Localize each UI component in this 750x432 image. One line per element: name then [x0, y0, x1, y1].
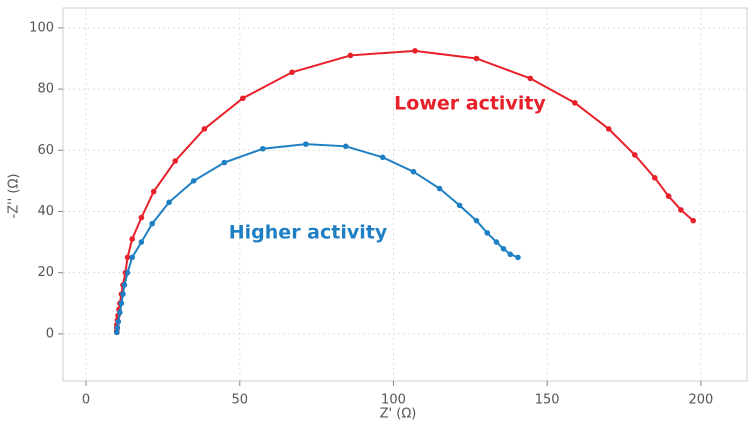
- data-point: [507, 251, 514, 258]
- x-tick-label: 50: [231, 393, 248, 408]
- data-point: [343, 143, 349, 150]
- data-point: [303, 141, 309, 147]
- data-point: [651, 175, 658, 181]
- data-point: [114, 324, 121, 331]
- data-point: [150, 188, 157, 195]
- y-tick-label: 80: [37, 82, 54, 97]
- data-point: [678, 207, 684, 213]
- data-point: [190, 178, 197, 184]
- data-point: [113, 329, 120, 336]
- data-point: [631, 152, 638, 158]
- data-point: [410, 168, 417, 175]
- data-point: [690, 217, 697, 224]
- data-point: [240, 95, 246, 102]
- data-point: [166, 199, 172, 206]
- data-point: [493, 239, 500, 245]
- data-point: [289, 69, 295, 76]
- data-point: [120, 291, 126, 297]
- series-label: Higher activity: [229, 222, 388, 244]
- y-tick-label: 100: [29, 20, 54, 35]
- data-point: [221, 159, 228, 166]
- x-tick-label: 150: [535, 393, 560, 408]
- data-point: [138, 239, 145, 245]
- data-point: [436, 185, 443, 192]
- data-point: [260, 145, 266, 152]
- plot-frame: [62, 7, 748, 382]
- data-point: [484, 230, 491, 236]
- data-point: [117, 309, 123, 316]
- data-point: [456, 202, 463, 209]
- x-axis-label: Z' (Ω): [380, 407, 417, 422]
- y-axis-label: -Z'' (Ω): [7, 174, 22, 219]
- data-point: [473, 217, 480, 224]
- data-point: [201, 126, 208, 132]
- x-tick-label: 0: [82, 393, 90, 408]
- data-point: [118, 300, 125, 307]
- data-point: [115, 318, 122, 325]
- data-point: [124, 269, 131, 276]
- data-point: [412, 48, 418, 54]
- data-point: [605, 126, 612, 132]
- data-point: [500, 246, 507, 252]
- data-point: [527, 75, 534, 82]
- data-point: [172, 158, 179, 164]
- data-point: [473, 55, 480, 62]
- data-point: [129, 254, 135, 261]
- data-point: [665, 193, 672, 199]
- y-tick-label: 0: [46, 326, 54, 341]
- y-tick-label: 60: [37, 143, 54, 158]
- y-tick-label: 20: [37, 265, 54, 280]
- x-tick-label: 100: [381, 393, 406, 408]
- data-point: [138, 214, 145, 221]
- series-label: Lower activity: [394, 93, 546, 115]
- data-point: [149, 220, 155, 227]
- data-point: [572, 100, 578, 106]
- data-point: [124, 254, 131, 261]
- y-tick-label: 40: [37, 204, 54, 219]
- data-point: [129, 236, 135, 242]
- data-point: [121, 282, 128, 288]
- data-point: [379, 154, 386, 161]
- data-point: [515, 254, 521, 261]
- x-tick-label: 200: [688, 393, 713, 408]
- data-point: [347, 52, 354, 59]
